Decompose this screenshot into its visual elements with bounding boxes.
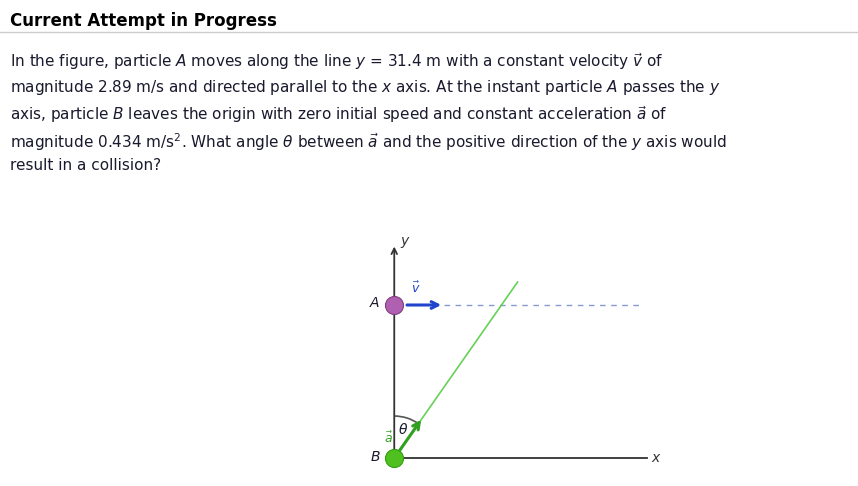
Text: $x$: $x$	[651, 451, 662, 465]
Text: $A$: $A$	[369, 296, 380, 311]
Text: $y$: $y$	[400, 235, 410, 250]
Text: $\vec{v}$: $\vec{v}$	[411, 280, 420, 296]
Text: result in a collision?: result in a collision?	[10, 158, 161, 173]
Text: $B$: $B$	[370, 450, 380, 464]
Text: In the figure, particle $\mathit{A}$ moves along the line $\mathit{y}$ = 31.4 m : In the figure, particle $\mathit{A}$ mov…	[10, 51, 664, 72]
Text: $\vec{a}$: $\vec{a}$	[384, 431, 393, 446]
Text: $\theta$: $\theta$	[398, 422, 408, 437]
Text: Current Attempt in Progress: Current Attempt in Progress	[10, 12, 277, 30]
Text: magnitude 0.434 m/s$^2$. What angle $\theta$ between $\vec{a}$ and the positive : magnitude 0.434 m/s$^2$. What angle $\th…	[10, 131, 728, 153]
Text: axis, particle $\mathit{B}$ leaves the origin with zero initial speed and consta: axis, particle $\mathit{B}$ leaves the o…	[10, 104, 668, 125]
Text: magnitude 2.89 m/s and directed parallel to the $\mathit{x}$ axis. At the instan: magnitude 2.89 m/s and directed parallel…	[10, 78, 721, 97]
